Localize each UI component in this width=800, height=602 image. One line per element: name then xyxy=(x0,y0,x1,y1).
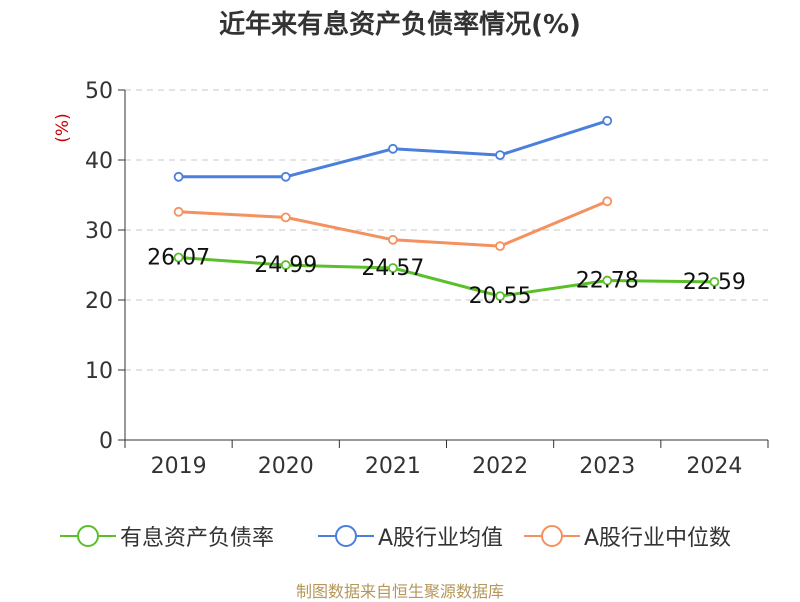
data-point xyxy=(388,143,398,154)
chart-title: 近年来有息资产负债率情况(%) xyxy=(219,10,581,40)
y-tick-label: 30 xyxy=(85,219,113,244)
legend-label: 有息资产负债率 xyxy=(120,526,275,551)
data-label: 24.99 xyxy=(254,253,317,278)
data-point xyxy=(280,260,291,270)
data-point xyxy=(280,171,291,182)
legend-marker-icon xyxy=(524,525,580,547)
data-point xyxy=(602,275,613,286)
data-point xyxy=(388,234,398,245)
data-label: 20.55 xyxy=(469,284,532,309)
series-line-0 xyxy=(178,256,715,298)
data-point xyxy=(495,241,505,252)
x-tick-label: 2021 xyxy=(365,454,421,479)
y-tick-label: 0 xyxy=(99,429,113,454)
x-tick-label: 2024 xyxy=(686,454,742,479)
data-label: 22.59 xyxy=(683,270,746,295)
legend-item[interactable]: A股行业均值 xyxy=(318,518,503,554)
data-label: 26.07 xyxy=(147,246,210,271)
y-tick-label: 40 xyxy=(85,149,113,174)
data-label: 22.78 xyxy=(576,269,639,294)
data-point xyxy=(495,150,505,161)
y-tick-label: 50 xyxy=(85,79,113,104)
data-label: 24.57 xyxy=(361,256,424,281)
chart-legend: 有息资产负债率 A股行业均值 A股行业中位数 xyxy=(0,518,800,558)
data-point xyxy=(495,291,505,302)
y-axis-label: (%) xyxy=(53,113,73,142)
legend-marker-icon xyxy=(318,525,374,547)
legend-item[interactable]: A股行业中位数 xyxy=(524,518,731,554)
legend-label: A股行业均值 xyxy=(378,526,504,551)
data-point xyxy=(173,206,184,217)
legend-item[interactable]: 有息资产负债率 xyxy=(60,518,274,554)
legend-label: A股行业中位数 xyxy=(584,526,732,551)
y-tick-label: 10 xyxy=(85,359,113,384)
data-point xyxy=(709,276,720,287)
legend-marker-icon xyxy=(60,525,116,547)
data-point xyxy=(173,252,184,263)
data-point xyxy=(602,115,613,126)
data-point xyxy=(173,171,184,182)
source-note: 制图数据来自恒生聚源数据库 xyxy=(295,582,504,601)
data-point xyxy=(388,263,398,273)
data-point xyxy=(602,196,613,207)
x-tick-label: 2022 xyxy=(472,454,528,479)
x-tick-label: 2019 xyxy=(151,454,207,479)
x-tick-label: 2023 xyxy=(579,454,635,479)
y-tick-label: 20 xyxy=(85,289,113,314)
data-point xyxy=(280,212,291,223)
x-tick-label: 2020 xyxy=(258,454,314,479)
